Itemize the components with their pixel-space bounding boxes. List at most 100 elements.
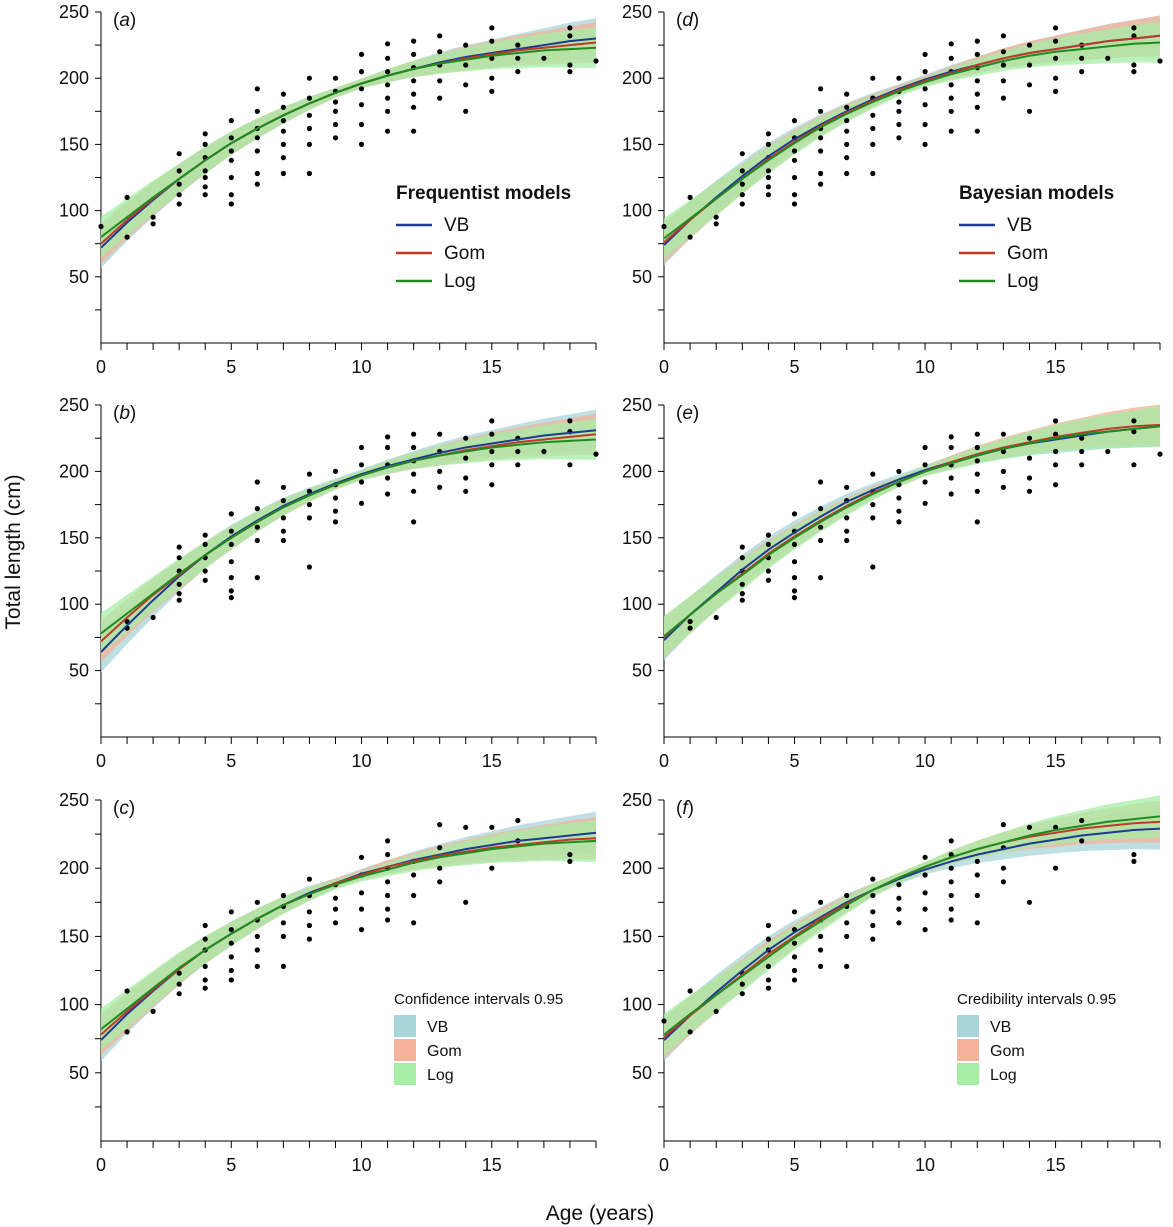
data-point — [306, 112, 312, 118]
data-point — [765, 532, 772, 538]
panel-f: 50 100 150 200 250 0 5 10 15 (f) Credibility inter… — [622, 790, 1161, 1175]
data-point — [1026, 455, 1033, 461]
data-point — [896, 882, 902, 888]
data-point — [385, 491, 391, 497]
legend-swatch-gom — [394, 1039, 416, 1061]
data-point — [306, 125, 312, 132]
band-log — [664, 22, 1160, 259]
y-tick-label: 50 — [632, 1063, 652, 1083]
data-point — [411, 519, 417, 525]
data-point — [896, 108, 902, 114]
data-point — [280, 484, 286, 490]
data-point — [228, 595, 234, 601]
data-point — [844, 91, 850, 97]
data-point — [870, 471, 876, 477]
data-point — [791, 559, 798, 565]
data-point — [896, 906, 902, 912]
legend-label-log: Log — [427, 1067, 454, 1084]
y-tick-label: 50 — [69, 267, 89, 287]
data-point — [870, 125, 876, 132]
data-point — [844, 155, 850, 161]
data-point — [515, 69, 521, 75]
data-point — [765, 922, 772, 929]
data-point — [176, 192, 182, 198]
legend: Bayesian models VB Gom Log — [959, 183, 1114, 292]
data-point — [176, 168, 182, 174]
data-point — [1053, 865, 1059, 871]
data-point — [567, 62, 573, 68]
data-point — [1000, 78, 1007, 84]
data-point — [974, 892, 980, 899]
y-tick-label: 100 — [59, 995, 89, 1015]
x-tick-label: 5 — [226, 1155, 236, 1175]
data-point — [437, 845, 443, 851]
x-tick-label: 5 — [790, 357, 800, 377]
data-point — [385, 852, 391, 858]
x-tick-label: 15 — [482, 751, 502, 771]
data-point — [870, 892, 876, 899]
data-point — [254, 537, 260, 544]
data-point — [254, 479, 260, 485]
data-point — [411, 920, 417, 926]
data-point — [463, 108, 469, 114]
data-point — [280, 141, 286, 147]
data-point — [870, 170, 876, 177]
data-point — [150, 214, 156, 220]
data-point — [1053, 25, 1059, 31]
panel-a: 50 100 150 200 250 0 5 10 15 (a) Frequentist model… — [59, 2, 599, 377]
data-point — [228, 954, 234, 960]
data-point — [1053, 448, 1059, 455]
data-point — [332, 895, 339, 901]
data-point — [870, 502, 876, 508]
data-point — [922, 854, 928, 860]
data-point — [818, 479, 824, 485]
x-tick-label: 0 — [96, 1155, 106, 1175]
data-point — [739, 555, 745, 561]
data-point — [228, 967, 234, 974]
data-point — [1079, 838, 1085, 844]
data-point — [739, 591, 745, 597]
data-point — [411, 431, 417, 437]
data-point — [463, 62, 469, 68]
data-point — [463, 435, 469, 441]
data-point — [1000, 431, 1007, 437]
data-point — [896, 121, 902, 128]
data-point — [358, 121, 365, 128]
curve-log — [663, 41, 1161, 240]
data-point — [385, 41, 391, 47]
data-point — [332, 906, 339, 912]
data-point — [713, 1008, 719, 1015]
data-point — [280, 498, 286, 504]
x-tick-label: 15 — [482, 357, 502, 377]
data-point — [818, 575, 824, 581]
data-point — [791, 575, 798, 581]
data-point — [791, 588, 798, 594]
legend-label-log: Log — [1007, 271, 1039, 292]
data-point — [870, 564, 876, 570]
data-point — [870, 515, 876, 521]
data-point — [1026, 475, 1033, 481]
x-tick-label: 10 — [352, 1155, 372, 1175]
legend-swatch-gom — [957, 1039, 979, 1061]
data-point — [896, 519, 902, 525]
y-tick-label: 50 — [69, 1063, 89, 1083]
data-point — [1026, 899, 1033, 905]
data-point — [896, 75, 902, 81]
data-point — [202, 131, 208, 137]
data-point — [228, 528, 234, 534]
data-point — [765, 963, 772, 970]
data-point — [254, 506, 260, 512]
data-point — [202, 192, 208, 198]
data-point — [228, 559, 234, 565]
data-point — [1131, 462, 1137, 468]
data-point — [870, 876, 876, 882]
curve-vb — [100, 37, 597, 249]
data-point — [791, 118, 798, 124]
data-point — [765, 192, 772, 198]
data-point — [150, 1008, 156, 1015]
data-point — [791, 511, 798, 517]
data-point — [687, 625, 693, 631]
data-point — [765, 541, 772, 548]
data-point — [124, 988, 130, 994]
data-point — [202, 936, 208, 942]
